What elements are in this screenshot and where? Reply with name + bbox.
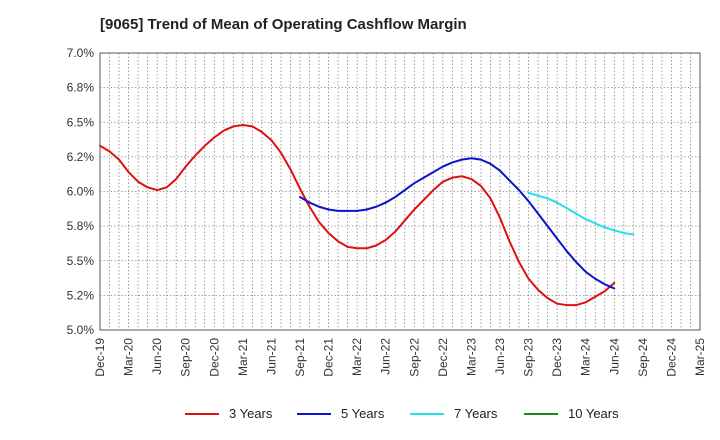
legend-label: 3 Years — [229, 406, 273, 421]
x-tick-label: Mar-22 — [350, 338, 364, 376]
y-axis: 7.0% 6.8% 6.5% 6.2% 6.0% 5.8% 5.5% 5.2% 5.0% — [67, 46, 95, 337]
x-tick-label: Sep-20 — [179, 338, 193, 377]
x-tick-label: Dec-19 — [93, 338, 107, 377]
legend-label: 10 Years — [568, 406, 619, 421]
x-tick-label: Sep-24 — [636, 338, 650, 377]
legend-label: 7 Years — [454, 406, 498, 421]
plot-frame — [99, 52, 701, 331]
x-tick-label: Jun-21 — [264, 338, 278, 375]
x-tick-label: Mar-23 — [464, 338, 478, 376]
legend: 3 Years 5 Years 7 Years 10 Years — [0, 406, 720, 426]
x-tick-label: Sep-21 — [293, 338, 307, 377]
x-tick-label: Jun-20 — [150, 338, 164, 375]
x-axis: Dec-19 Mar-20 Jun-20 Sep-20 Dec-20 Mar-21 Jun-… — [93, 338, 707, 377]
y-tick-label: 7.0% — [67, 46, 95, 60]
x-tick-label: Jun-22 — [379, 338, 393, 375]
series-line-3-years — [99, 124, 616, 307]
x-tick-label: Dec-22 — [436, 338, 450, 377]
y-tick-label: 5.8% — [67, 219, 95, 233]
x-tick-label: Dec-20 — [207, 338, 221, 377]
legend-item-3-years: 3 Years — [185, 406, 272, 421]
chart-title: [9065] Trend of Mean of Operating Cashfl… — [100, 16, 467, 33]
y-tick-label: 6.0% — [67, 185, 95, 199]
x-tick-label: Dec-21 — [322, 338, 336, 377]
legend-item-5-years: 5 Years — [297, 406, 384, 421]
series-line-5-years — [299, 157, 616, 290]
legend-swatch — [297, 412, 331, 415]
legend-label: 5 Years — [341, 406, 385, 421]
y-tick-label: 6.2% — [67, 150, 95, 164]
legend-item-10-years: 10 Years — [524, 406, 619, 421]
y-tick-label: 5.0% — [67, 323, 95, 337]
x-tick-label: Sep-23 — [522, 338, 536, 377]
y-tick-label: 6.5% — [67, 115, 95, 129]
x-tick-label: Dec-24 — [664, 338, 678, 377]
legend-swatch — [524, 412, 558, 415]
series-lines — [99, 124, 635, 307]
x-tick-label: Sep-22 — [407, 338, 421, 377]
series-line-7-years — [527, 191, 635, 236]
legend-swatch — [410, 412, 444, 415]
x-tick-label: Mar-25 — [693, 338, 707, 376]
x-tick-label: Jun-24 — [607, 338, 621, 375]
x-tick-label: Mar-24 — [579, 338, 593, 376]
y-tick-label: 5.2% — [67, 288, 95, 302]
legend-item-7-years: 7 Years — [410, 406, 497, 421]
grid — [100, 52, 700, 331]
x-tick-label: Dec-23 — [550, 338, 564, 377]
y-tick-label: 6.8% — [67, 81, 95, 95]
y-tick-label: 5.5% — [67, 254, 95, 268]
x-tick-label: Mar-20 — [122, 338, 136, 376]
x-tick-label: Mar-21 — [236, 338, 250, 376]
legend-swatch — [185, 412, 219, 415]
x-tick-label: Jun-23 — [493, 338, 507, 375]
